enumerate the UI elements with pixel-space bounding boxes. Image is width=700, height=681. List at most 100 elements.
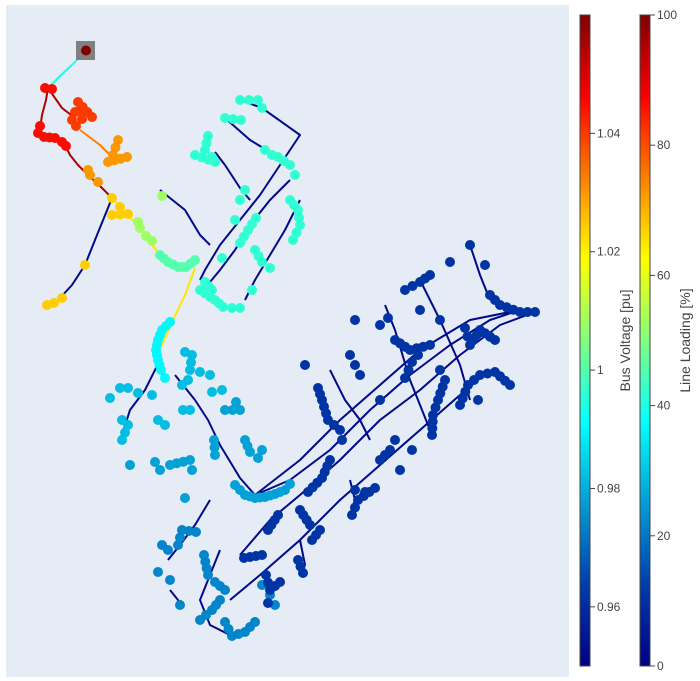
bus-259 [435, 365, 445, 375]
bus-132 [186, 357, 196, 368]
bus-294 [407, 445, 417, 455]
bus-140 [125, 460, 135, 470]
bus-280 [473, 395, 483, 405]
bus-voltage-tick-label-4: 1.04 [597, 126, 621, 140]
bus-233 [435, 315, 445, 325]
bus-186 [220, 585, 230, 595]
bus-291 [385, 445, 395, 455]
bus-50 [190, 255, 200, 265]
bus-137 [177, 380, 187, 390]
line-loading-tick-label-0: 0 [657, 659, 664, 673]
bus-244 [407, 281, 418, 291]
bus-40 [147, 236, 157, 246]
bus-250 [480, 260, 490, 270]
bus-314 [350, 360, 360, 370]
line-19 [229, 369, 491, 601]
bus-213 [335, 425, 345, 435]
bus-176 [175, 532, 185, 543]
bus-316 [375, 395, 385, 405]
line-loading-title: Line Loading [%] [677, 288, 693, 392]
bus-8 [61, 141, 71, 151]
bus-139 [217, 385, 227, 395]
bus-1 [47, 84, 57, 94]
bus-183 [203, 570, 213, 580]
bus-214 [337, 435, 347, 445]
bus-77 [291, 227, 302, 238]
bus-voltage-title: Bus Voltage [pu] [617, 290, 633, 392]
bus-326 [263, 598, 273, 608]
bus-247 [425, 270, 435, 280]
bus-53 [253, 95, 263, 105]
line-9 [199, 99, 301, 281]
bus-309 [239, 553, 249, 563]
bus-86 [257, 257, 267, 267]
bus-199 [165, 575, 175, 585]
bus-222 [350, 315, 360, 325]
bus-12 [77, 114, 87, 124]
bus-258 [530, 307, 540, 317]
bus-221 [303, 487, 313, 497]
bus-118 [123, 383, 133, 393]
bus-134 [195, 367, 205, 377]
bus-92 [217, 253, 227, 263]
bus-318 [403, 365, 414, 375]
line-23 [329, 369, 371, 441]
line-7 [161, 267, 196, 346]
bus-115 [156, 365, 166, 375]
line-17 [254, 309, 521, 496]
bus-174 [163, 545, 173, 555]
bus-127 [160, 420, 170, 430]
bus-27 [85, 170, 95, 180]
bus-36 [42, 300, 52, 310]
bus-87 [265, 263, 275, 273]
bus-voltage-tick-label-3: 1.02 [597, 245, 621, 259]
bus-104 [235, 303, 245, 313]
bus-150 [209, 442, 220, 453]
bus-17 [87, 112, 97, 122]
bus-57 [220, 113, 230, 123]
bus-76 [295, 220, 305, 230]
line-loading-tick-label-1: 20 [657, 529, 671, 543]
bus-103 [227, 303, 237, 313]
bus-146 [185, 455, 195, 465]
bus-292 [390, 435, 400, 445]
bus-91 [230, 215, 240, 225]
line-27 [199, 549, 233, 637]
bus-257 [522, 307, 533, 317]
bus-231 [425, 340, 435, 350]
bus-249 [465, 240, 475, 250]
bus-320 [413, 350, 423, 360]
ext-grid-bus [81, 45, 91, 56]
bus-287 [350, 502, 360, 513]
bus-74 [293, 205, 303, 215]
bus-52 [244, 95, 254, 105]
bus-124 [120, 427, 130, 438]
bus-65 [190, 150, 200, 160]
line-loading-tick-label-3: 60 [657, 268, 671, 282]
bus-191 [195, 615, 205, 625]
bus-167 [285, 479, 295, 489]
bus-234 [460, 323, 470, 333]
bus-171 [253, 453, 263, 463]
bus-142 [155, 465, 165, 475]
line-loading-tick-label-2: 40 [657, 399, 671, 413]
bus-243 [400, 285, 410, 295]
bus-128 [178, 405, 188, 415]
bus-119 [133, 388, 143, 398]
bus-26 [93, 177, 103, 187]
bus-116 [160, 373, 170, 383]
bus-54 [257, 103, 267, 113]
bus-198 [250, 617, 260, 627]
bus-55 [236, 115, 246, 125]
bus-151 [209, 435, 219, 445]
line-loading-tick-label-4: 80 [657, 138, 671, 152]
bus-301 [307, 535, 317, 545]
bus-117 [115, 383, 125, 393]
colorbar-line-loading: 0 20 40 60 80 100 Line Loading [%] [639, 8, 693, 673]
bus-90 [240, 185, 250, 195]
bus-28 [107, 193, 117, 203]
bus-298 [305, 520, 315, 530]
bus-33 [80, 260, 90, 270]
bus-135 [205, 370, 215, 380]
bus-201 [153, 567, 163, 577]
